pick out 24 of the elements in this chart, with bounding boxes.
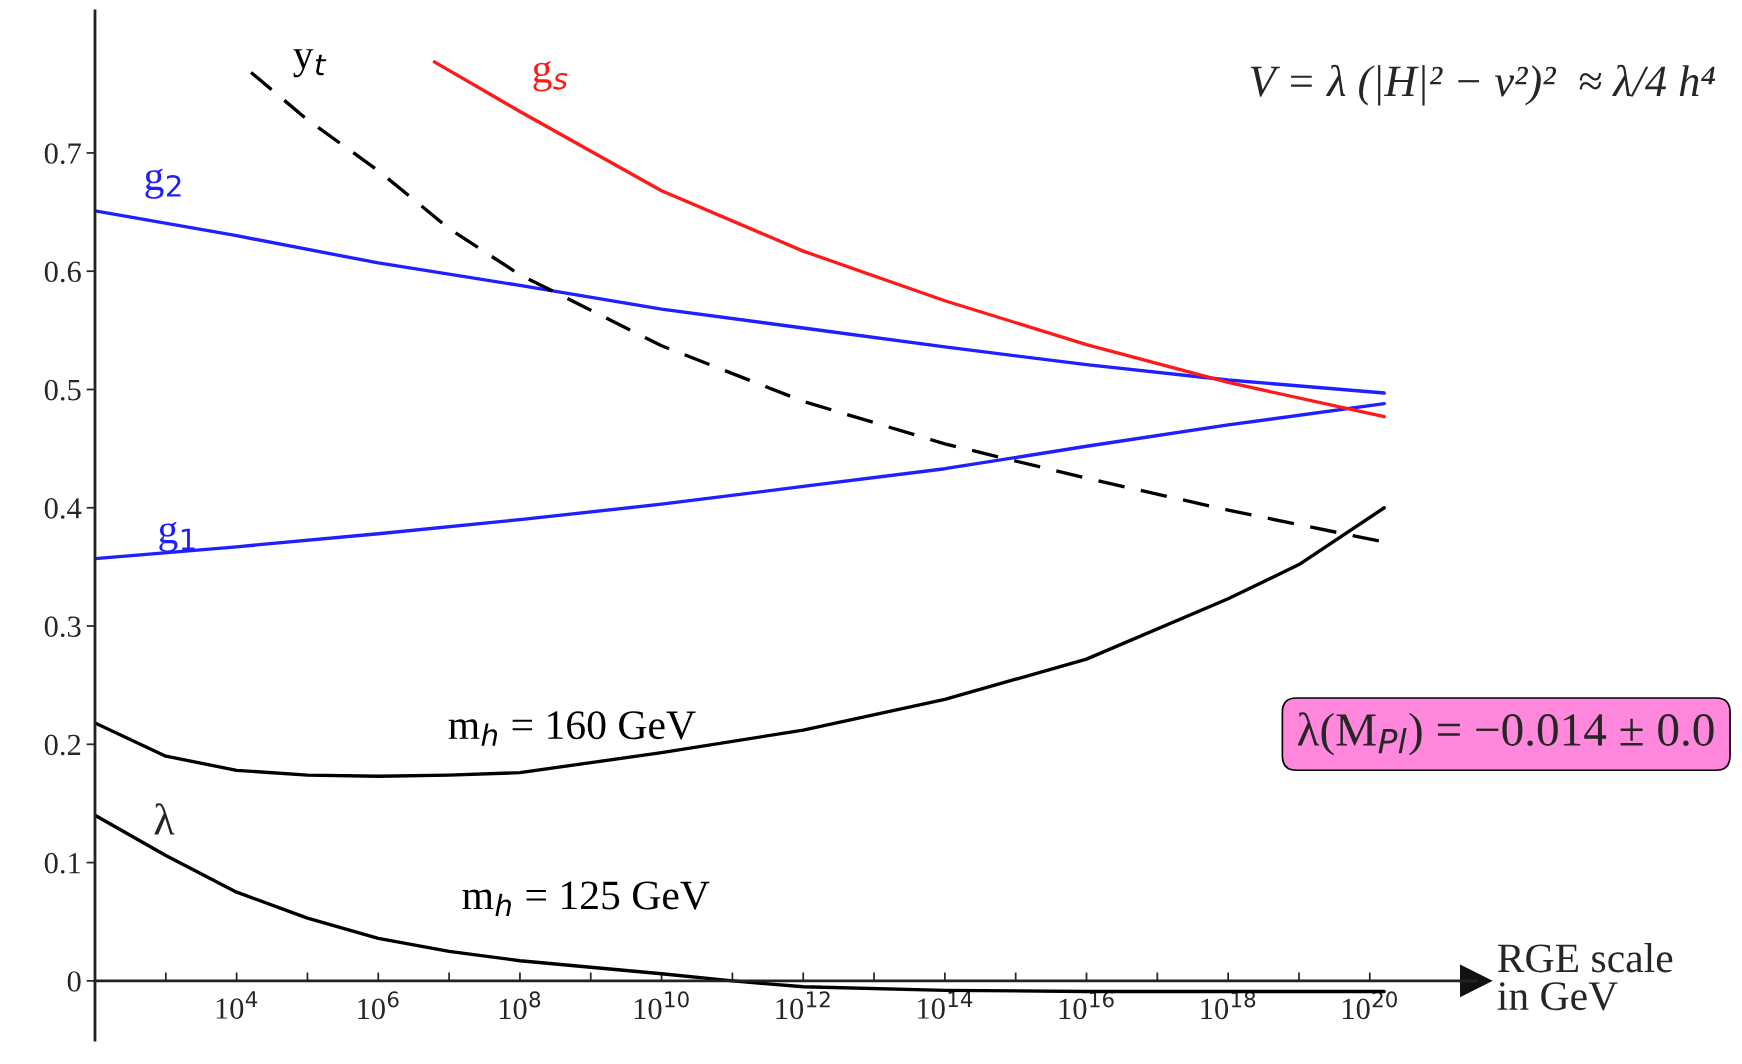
series-label: g$_{s}$ <box>533 61 568 92</box>
x-tick-label: 10$^{6}$ <box>358 991 399 1020</box>
x-tick-label: 10$^{8}$ <box>499 991 541 1020</box>
annotation: λ <box>154 803 175 835</box>
y-tick-label: 0.6 <box>44 261 81 283</box>
y-tick-label: 0.2 <box>44 734 81 756</box>
series-label: m$_{h}$ = 160 GeV <box>448 711 696 746</box>
x-tick-label: 10$^{4}$ <box>216 991 258 1019</box>
x-tick-label: 10$^{12}$ <box>776 991 830 1020</box>
series-label: y$_{t}$ <box>293 49 327 78</box>
y-tick-label: 0.4 <box>44 498 82 519</box>
y-tick-label: 0.7 <box>44 143 81 164</box>
x-axis-title: RGE scale in GeV <box>1497 943 1673 1011</box>
y-tick-label: 0.1 <box>44 852 80 874</box>
x-tick-label: 10$^{10}$ <box>634 991 689 1020</box>
y-tick-label: 0 <box>67 971 81 992</box>
y-tick-label: 0.5 <box>44 379 81 401</box>
annotation: λ(M$_{Pl}$) = −0.014 ± 0.0 <box>1297 712 1714 756</box>
series-label: m$_{h}$ = 125 GeV <box>462 881 710 916</box>
annotation: V = λ (|H|² − v²)² ≈ λ/4 h⁴ <box>1250 64 1716 106</box>
x-tick-label: 10$^{14}$ <box>918 991 973 1019</box>
series-label: g$_{1}$ <box>159 521 195 553</box>
series-label: g$_{2}$ <box>145 168 181 199</box>
y-tick-label: 0.3 <box>44 616 81 638</box>
